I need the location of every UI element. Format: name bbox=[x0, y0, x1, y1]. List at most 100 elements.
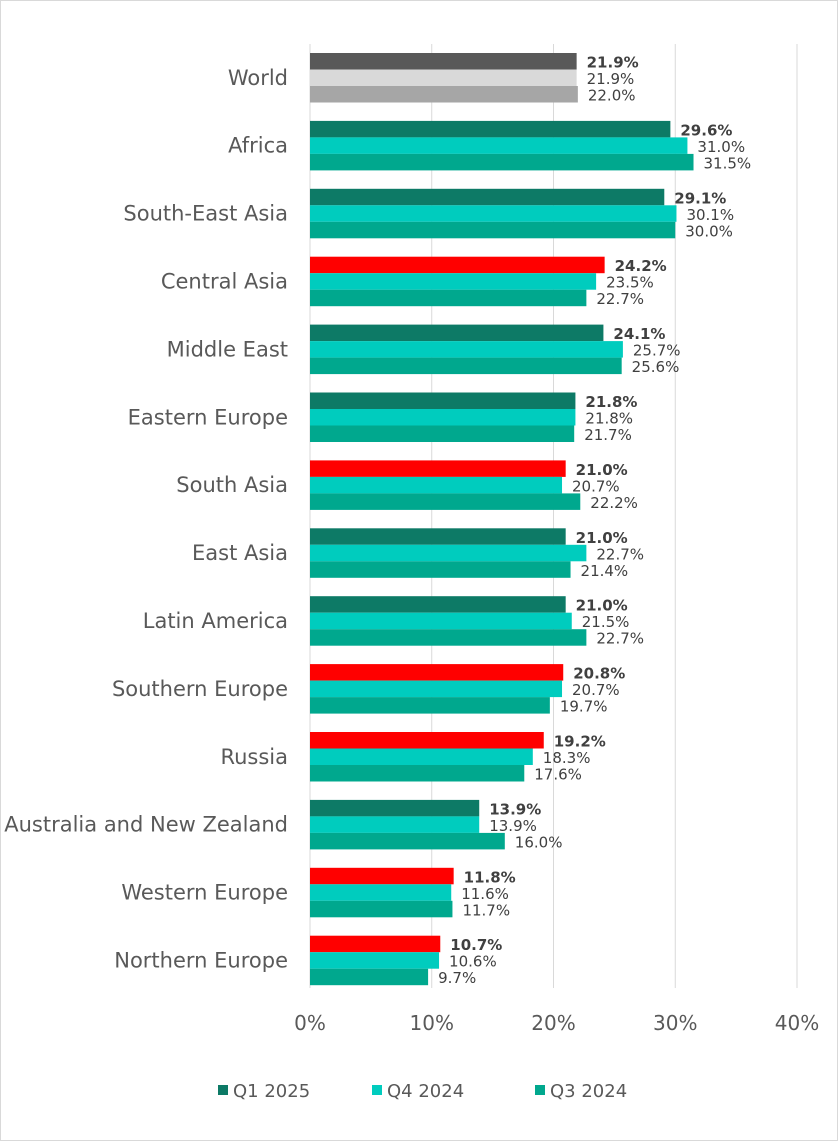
category-label-southern-europe: Southern Europe bbox=[112, 677, 288, 701]
category-label-south-east-asia: South-East Asia bbox=[123, 202, 288, 226]
category-label-world: World bbox=[228, 66, 288, 90]
value-label-russia-q1-2025: 19.2% bbox=[554, 733, 606, 751]
value-label-world-q1-2025: 21.9% bbox=[587, 54, 639, 72]
bar-australia-and-new-zealand-q1-2025 bbox=[310, 799, 480, 817]
value-label-latin-america-q3-2024: 22.7% bbox=[596, 630, 644, 648]
value-label-south-east-asia-q1-2025: 29.1% bbox=[674, 189, 726, 207]
bar-south-east-asia-q4-2024 bbox=[310, 205, 677, 222]
value-label-australia-and-new-zealand-q4-2024: 13.9% bbox=[489, 817, 537, 835]
bar-australia-and-new-zealand-q3-2024 bbox=[310, 832, 505, 850]
category-label-latin-america: Latin America bbox=[143, 609, 288, 633]
bar-western-europe-q4-2024 bbox=[310, 884, 452, 901]
bar-latin-america-q3-2024 bbox=[310, 629, 587, 646]
bar-east-asia-q3-2024 bbox=[310, 561, 571, 578]
bar-central-asia-q3-2024 bbox=[310, 289, 587, 307]
x-tick-label: 20% bbox=[531, 1011, 575, 1035]
value-label-central-asia-q1-2025: 24.2% bbox=[615, 257, 667, 275]
legend: Q1 2025 Q4 2024 Q3 2024 bbox=[218, 1081, 627, 1102]
category-label-central-asia: Central Asia bbox=[161, 269, 288, 293]
category-label-eastern-europe: Eastern Europe bbox=[128, 405, 288, 429]
value-label-latin-america-q1-2025: 21.0% bbox=[576, 597, 628, 615]
value-label-africa-q1-2025: 29.6% bbox=[680, 121, 732, 139]
value-label-central-asia-q3-2024: 22.7% bbox=[596, 290, 644, 308]
bar-south-east-asia-q3-2024 bbox=[310, 221, 676, 239]
legend-label-q3-2024: Q3 2024 bbox=[550, 1081, 627, 1102]
bar-russia-q3-2024 bbox=[310, 765, 525, 782]
value-label-northern-europe-q4-2024: 10.6% bbox=[449, 953, 497, 971]
value-label-south-asia-q1-2025: 21.0% bbox=[576, 461, 628, 479]
value-label-northern-europe-q3-2024: 9.7% bbox=[438, 969, 476, 987]
x-tick-label: 0% bbox=[294, 1011, 326, 1035]
bar-eastern-europe-q1-2025 bbox=[310, 392, 576, 409]
category-label-south-asia: South Asia bbox=[176, 473, 288, 497]
bar-africa-q3-2024 bbox=[310, 153, 694, 171]
value-label-latin-america-q4-2024: 21.5% bbox=[582, 613, 630, 631]
bar-central-asia-q4-2024 bbox=[310, 273, 597, 290]
legend-swatch-q1-2025 bbox=[218, 1085, 228, 1095]
value-label-russia-q3-2024: 17.6% bbox=[534, 766, 582, 784]
labels: 0% 10% 20% 30% 40%World21.9%21.9%22.0%Africa… bbox=[4, 54, 819, 1036]
category-label-russia: Russia bbox=[220, 745, 288, 769]
legend-swatch-q4-2024 bbox=[372, 1085, 382, 1095]
value-label-middle-east-q3-2024: 25.6% bbox=[632, 358, 680, 376]
bar-northern-europe-q4-2024 bbox=[310, 952, 440, 969]
x-tick-label: 10% bbox=[410, 1011, 454, 1035]
legend-label-q4-2024: Q4 2024 bbox=[387, 1081, 464, 1102]
value-label-western-europe-q1-2025: 11.8% bbox=[464, 868, 516, 886]
x-tick-label: 30% bbox=[653, 1011, 697, 1035]
value-label-australia-and-new-zealand-q3-2024: 16.0% bbox=[515, 833, 563, 851]
bar-middle-east-q3-2024 bbox=[310, 357, 622, 375]
category-label-western-europe: Western Europe bbox=[121, 881, 288, 905]
bar-russia-q4-2024 bbox=[310, 748, 533, 765]
value-label-south-east-asia-q3-2024: 30.0% bbox=[685, 222, 733, 240]
bar-middle-east-q1-2025 bbox=[310, 324, 604, 342]
legend-label-q1-2025: Q1 2025 bbox=[233, 1081, 310, 1102]
bar-northern-europe-q1-2025 bbox=[310, 935, 441, 953]
category-label-australia-and-new-zealand: Australia and New Zealand bbox=[4, 813, 288, 837]
bar-latin-america-q4-2024 bbox=[310, 612, 572, 630]
value-label-world-q4-2024: 21.9% bbox=[587, 70, 635, 88]
bar-russia-q1-2025 bbox=[310, 732, 544, 749]
value-label-northern-europe-q1-2025: 10.7% bbox=[450, 936, 502, 954]
value-label-south-asia-q4-2024: 20.7% bbox=[572, 477, 620, 495]
category-label-east-asia: East Asia bbox=[192, 541, 288, 565]
bar-southern-europe-q1-2025 bbox=[310, 664, 564, 681]
value-label-middle-east-q1-2025: 24.1% bbox=[613, 325, 665, 343]
value-label-middle-east-q4-2024: 25.7% bbox=[633, 342, 681, 360]
value-label-western-europe-q4-2024: 11.6% bbox=[461, 885, 509, 903]
category-label-africa: Africa bbox=[228, 134, 288, 158]
value-label-russia-q4-2024: 18.3% bbox=[543, 749, 591, 767]
bar-world-q1-2025 bbox=[310, 53, 577, 70]
bar-south-asia-q1-2025 bbox=[310, 460, 566, 477]
bar-eastern-europe-q4-2024 bbox=[310, 409, 576, 426]
bar-east-asia-q4-2024 bbox=[310, 544, 587, 562]
bar-south-asia-q4-2024 bbox=[310, 476, 563, 494]
bar-africa-q1-2025 bbox=[310, 120, 671, 138]
value-label-western-europe-q3-2024: 11.7% bbox=[462, 901, 510, 919]
bar-australia-and-new-zealand-q4-2024 bbox=[310, 816, 480, 833]
bar-southern-europe-q3-2024 bbox=[310, 697, 550, 714]
value-label-world-q3-2024: 22.0% bbox=[588, 87, 636, 105]
bar-south-asia-q3-2024 bbox=[310, 493, 581, 510]
value-label-south-asia-q3-2024: 22.2% bbox=[590, 494, 638, 512]
bar-east-asia-q1-2025 bbox=[310, 528, 566, 545]
value-label-eastern-europe-q1-2025: 21.8% bbox=[585, 393, 637, 411]
bar-northern-europe-q3-2024 bbox=[310, 968, 429, 986]
value-label-south-east-asia-q4-2024: 30.1% bbox=[686, 206, 734, 224]
bar-western-europe-q1-2025 bbox=[310, 867, 454, 885]
value-label-southern-europe-q4-2024: 20.7% bbox=[572, 681, 620, 699]
value-label-eastern-europe-q4-2024: 21.8% bbox=[585, 410, 633, 428]
value-label-africa-q3-2024: 31.5% bbox=[704, 154, 752, 172]
bar-south-east-asia-q1-2025 bbox=[310, 188, 665, 206]
value-label-east-asia-q1-2025: 21.0% bbox=[576, 529, 628, 547]
value-label-eastern-europe-q3-2024: 21.7% bbox=[584, 426, 632, 444]
bar-middle-east-q4-2024 bbox=[310, 341, 623, 358]
bar-world-q4-2024 bbox=[310, 69, 577, 86]
value-label-australia-and-new-zealand-q1-2025: 13.9% bbox=[489, 800, 541, 818]
bar-central-asia-q1-2025 bbox=[310, 256, 605, 274]
bar-latin-america-q1-2025 bbox=[310, 596, 566, 613]
value-label-east-asia-q4-2024: 22.7% bbox=[596, 545, 644, 563]
value-label-east-asia-q3-2024: 21.4% bbox=[581, 562, 629, 580]
value-label-southern-europe-q1-2025: 20.8% bbox=[573, 665, 625, 683]
